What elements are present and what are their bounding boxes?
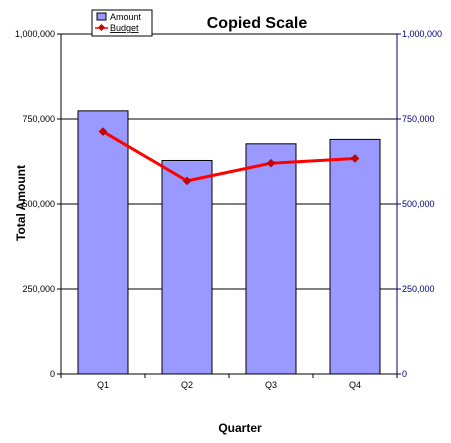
x-tick-label: Q4: [349, 380, 361, 390]
y-tick-label-right: 750,000: [402, 114, 435, 124]
y-tick-label-right: 1,000,000: [402, 29, 442, 39]
budget-markers: [98, 127, 360, 186]
legend-amount-label: Amount: [110, 12, 142, 22]
budget-point: [182, 176, 192, 186]
bar: [329, 138, 381, 375]
x-tick-label: Q1: [97, 380, 109, 390]
legend: Amount Budget: [91, 9, 153, 37]
y-tick-label-right: 250,000: [402, 284, 435, 294]
x-tick-label: Q3: [265, 380, 277, 390]
chart-title: Copied Scale: [207, 15, 308, 32]
x-axis-ticks: Q1 Q2 Q3 Q4: [60, 374, 398, 390]
y-tick-label-left: 500,000: [22, 199, 55, 209]
legend-budget-label: Budget: [110, 23, 139, 33]
x-tick-label: Q2: [181, 380, 193, 390]
bar: [161, 159, 213, 375]
y-axis-title: Total Amount: [14, 165, 28, 241]
y-tick-label-left: 1,000,000: [15, 29, 55, 39]
y-tick-label-right: 500,000: [402, 199, 435, 209]
y-tick-label-right: 0: [402, 369, 407, 379]
y-tick-label-left: 250,000: [22, 284, 55, 294]
budget-point: [266, 158, 276, 168]
bar-series-amount: [77, 110, 381, 375]
legend-amount-swatch: [96, 12, 107, 21]
x-axis-title: Quarter: [218, 421, 262, 435]
y-axis-ticks-right: 0 250,000 500,000 750,000 1,000,000: [397, 29, 442, 379]
line-series-budget: [102, 130, 356, 183]
y-tick-label-left: 0: [50, 369, 55, 379]
y-axis-ticks-left: 0 250,000 500,000 750,000 1,000,000: [15, 29, 61, 379]
bar: [77, 110, 129, 375]
budget-point: [98, 127, 108, 136]
bar: [245, 143, 297, 375]
y-tick-label-left: 750,000: [22, 114, 55, 124]
budget-point: [350, 154, 360, 163]
